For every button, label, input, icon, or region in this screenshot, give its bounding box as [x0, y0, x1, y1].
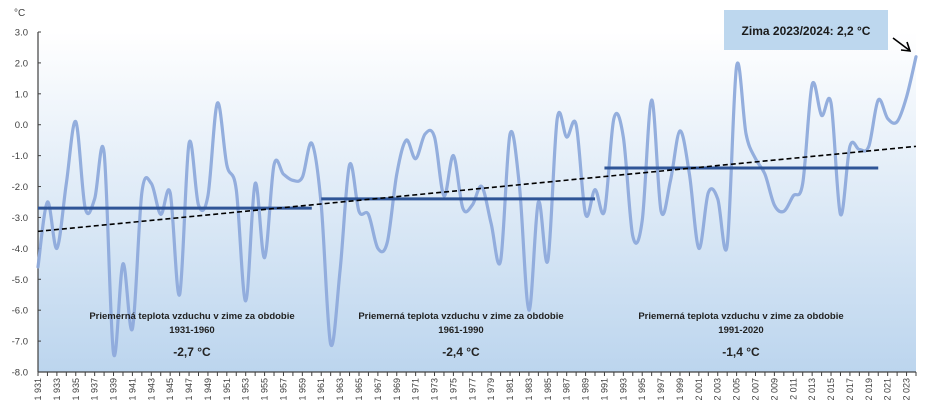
x-tick-label: 1 999 — [675, 378, 685, 401]
x-tick-label: 2 015 — [826, 378, 836, 401]
period-label-value: -2,7 °C — [173, 345, 211, 359]
x-tick-label: 1 949 — [203, 378, 213, 401]
y-tick-label: -8.0 — [12, 368, 28, 379]
trend-line — [37, 145, 917, 233]
x-tick-label: 1 987 — [562, 378, 572, 401]
x-tick-label: 2 005 — [732, 378, 742, 401]
x-tick-label: 1 951 — [222, 378, 232, 401]
x-tick-label: 2 023 — [902, 378, 912, 401]
period-label-range: 1991-2020 — [718, 325, 763, 336]
trend-layer — [37, 145, 917, 233]
x-tick-label: 1 953 — [241, 378, 251, 401]
y-tick-label: -3.0 — [12, 213, 28, 224]
y-tick-label: 1.0 — [15, 89, 28, 100]
x-tick-label: 1 989 — [581, 378, 591, 401]
period-labels-layer: Priemerná teplota vzduchu v zime za obdo… — [89, 311, 843, 359]
annotation-text: Zima 2023/2024: 2,2 °C — [742, 24, 871, 38]
x-tick-label: 2 001 — [694, 378, 704, 401]
y-tick-label: -4.0 — [12, 244, 28, 255]
y-tick-label: -6.0 — [12, 306, 28, 317]
period-label-range: 1931-1960 — [169, 325, 214, 336]
x-tick-label: 1 983 — [524, 378, 534, 401]
x-tick-label: 1 967 — [373, 378, 383, 401]
x-tick-label: 2 009 — [769, 378, 779, 401]
x-tick-label: 2 003 — [713, 378, 723, 401]
x-tick-label: 1 977 — [467, 378, 477, 401]
y-tick-label: -2.0 — [12, 182, 28, 193]
x-tick-label: 1 931 — [33, 378, 43, 401]
series-layer — [36, 55, 918, 358]
x-tick-label: 1 963 — [335, 378, 345, 401]
x-tick-label: 1 947 — [184, 378, 194, 401]
x-tick-label: 1 945 — [165, 378, 175, 401]
arrow-shaft — [892, 37, 910, 51]
x-tick-label: 1 969 — [392, 378, 402, 401]
x-tick-label: 1 939 — [109, 378, 119, 401]
y-tick-label: 2.0 — [15, 58, 28, 69]
x-tick-label: 1 955 — [260, 378, 270, 401]
x-tick-label: 1 941 — [127, 378, 137, 401]
x-tick-label: 1 935 — [71, 378, 81, 401]
annotation: Zima 2023/2024: 2,2 °C — [724, 10, 912, 52]
x-tick-label: 1 961 — [316, 378, 326, 401]
x-tick-label: 2 007 — [751, 378, 761, 401]
x-tick-label: 1 993 — [618, 378, 628, 401]
x-tick-label: 1 933 — [52, 378, 62, 401]
y-tick-label: -7.0 — [12, 337, 28, 348]
y-axis: 3.0 2.0 1.0 0.0 -1.0 -2.0 -3.0 -4.0 -5.0 -6.0 -7.0… — [12, 28, 41, 379]
x-tick-label: 1 973 — [430, 378, 440, 401]
x-tick-label: 2 017 — [845, 378, 855, 401]
arrow-icon — [892, 37, 912, 52]
period-label-range: 1961-1990 — [438, 325, 483, 336]
period-label-title: Priemerná teplota vzduchu v zime za obdo… — [638, 311, 843, 322]
arrow-head — [900, 41, 912, 52]
x-tick-label: 1 979 — [486, 378, 496, 401]
y-tick-label: -1.0 — [12, 151, 28, 162]
period-label-title: Priemerná teplota vzduchu v zime za obdo… — [358, 311, 563, 322]
y-axis-unit-label: °C — [14, 8, 25, 19]
x-tick-label: 1 965 — [354, 378, 364, 401]
x-tick-label: 2 021 — [883, 378, 893, 401]
x-tick-label: 2 013 — [807, 378, 817, 401]
x-tick-label: 1 985 — [543, 378, 553, 401]
x-tick-label: 1 997 — [656, 378, 666, 401]
x-tick-label: 1 975 — [448, 378, 458, 401]
period-label-value: -2,4 °C — [442, 345, 480, 359]
period-label-value: -1,4 °C — [722, 345, 760, 359]
x-tick-label: 1 959 — [297, 378, 307, 401]
x-tick-label: 1 991 — [599, 378, 609, 401]
annotation-box — [724, 10, 888, 50]
x-tick-label: 1 971 — [411, 378, 421, 401]
x-tick-label: 1 937 — [90, 378, 100, 401]
period-label-title: Priemerná teplota vzduchu v zime za obdo… — [89, 311, 294, 322]
x-tick-label: 2 019 — [864, 378, 874, 401]
x-tick-label: 1 943 — [146, 378, 156, 401]
x-tick-label: 2 011 — [788, 378, 798, 400]
y-tick-label: 0.0 — [15, 120, 28, 131]
x-axis: 1 931 1 933 1 935 1 937 1 939 1 941 1 943 1 945… — [33, 371, 917, 401]
x-tick-label: 1 957 — [278, 378, 288, 401]
y-tick-label: 3.0 — [15, 28, 28, 39]
x-tick-label: 1 995 — [637, 378, 647, 401]
series-line — [36, 55, 918, 358]
x-tick-label: 1 981 — [505, 378, 515, 401]
y-tick-label: -5.0 — [12, 275, 28, 286]
